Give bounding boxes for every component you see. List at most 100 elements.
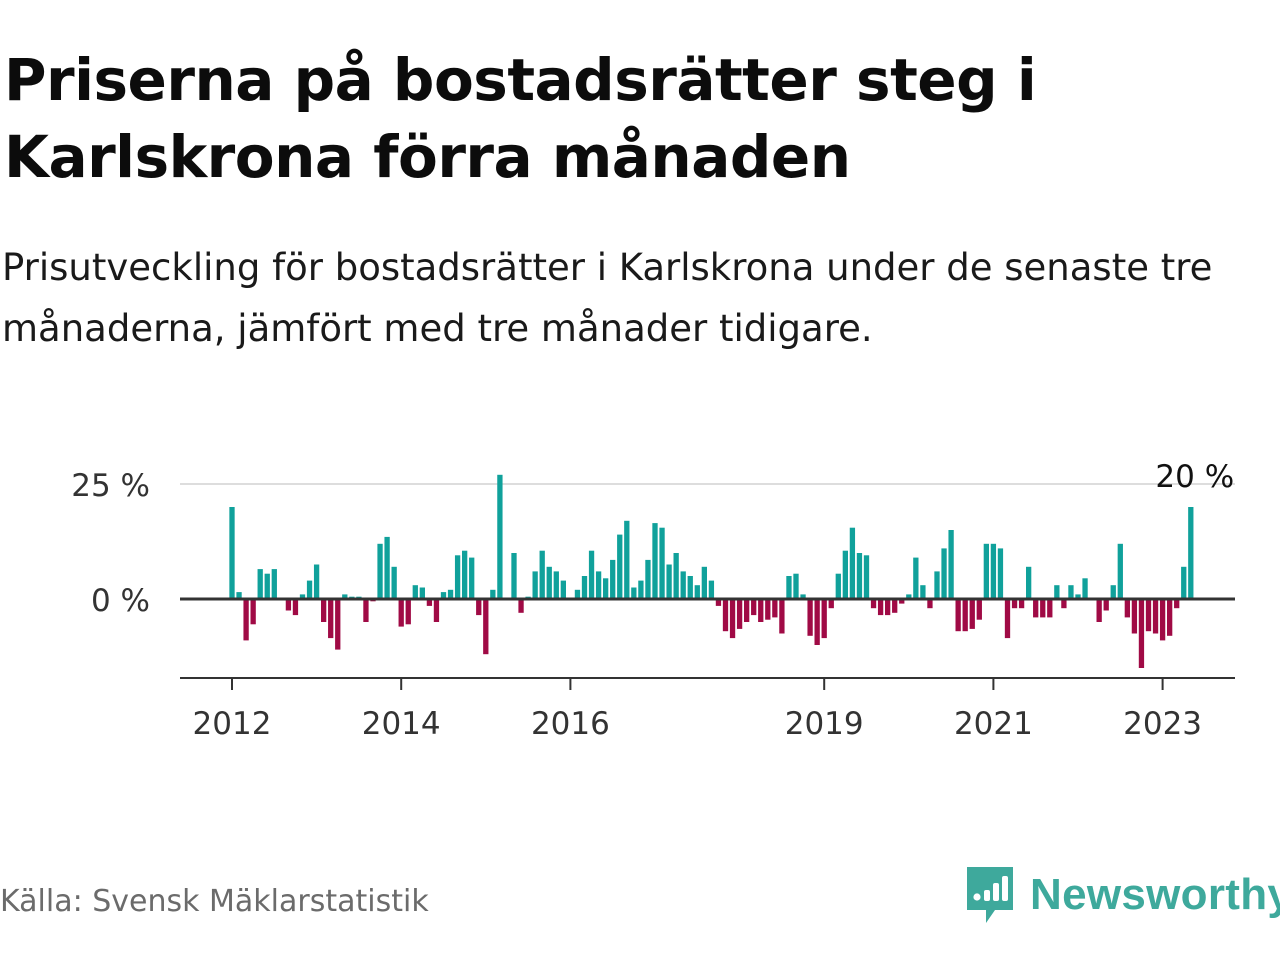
bar — [398, 599, 404, 627]
bar — [758, 599, 764, 622]
bar — [849, 527, 856, 599]
bar — [419, 587, 425, 599]
y-tick-label: 25 % — [71, 468, 150, 504]
bar — [1188, 507, 1194, 599]
bar — [539, 550, 545, 599]
bar — [391, 566, 397, 599]
bar — [264, 573, 270, 599]
chart-subtitle: Prisutveckling för bostadsrätter i Karls… — [2, 246, 1213, 350]
bar — [236, 592, 242, 599]
brand-name: Newsworthy — [1030, 870, 1280, 919]
bar — [342, 594, 348, 599]
bar — [299, 594, 306, 599]
bar — [1047, 599, 1053, 618]
bar — [313, 564, 320, 599]
bar — [1124, 599, 1130, 618]
bar — [462, 550, 468, 599]
bar — [440, 592, 447, 599]
bar — [835, 573, 841, 599]
bar — [1004, 599, 1011, 639]
bar — [1068, 585, 1074, 599]
bar — [257, 569, 263, 599]
chart-title: Priserna på bostadsrätter steg i Karlskr… — [4, 46, 1037, 191]
bar — [1054, 585, 1060, 599]
bar — [821, 599, 827, 639]
bar — [715, 599, 722, 606]
bar — [497, 474, 503, 599]
bar — [384, 536, 390, 599]
bar — [1082, 578, 1088, 599]
bar — [532, 571, 538, 599]
bar — [1174, 599, 1180, 609]
x-tick-label: 2016 — [531, 706, 610, 742]
bar — [842, 550, 848, 599]
bar — [920, 585, 926, 599]
bar — [1096, 599, 1102, 622]
bar — [793, 573, 799, 599]
bar — [1103, 599, 1109, 611]
bar — [292, 599, 299, 616]
bar — [1152, 599, 1159, 634]
bar — [490, 589, 496, 599]
bar — [595, 571, 602, 599]
bar — [553, 571, 559, 599]
bar — [285, 599, 292, 611]
bar — [877, 599, 884, 616]
bar — [426, 599, 433, 606]
bar — [1117, 543, 1123, 599]
bar — [412, 585, 418, 599]
bar — [518, 599, 524, 613]
bar — [899, 599, 905, 604]
bar — [328, 599, 334, 639]
x-tick-label: 2014 — [362, 706, 441, 742]
bar — [250, 599, 256, 625]
bar — [962, 599, 968, 632]
bar — [306, 580, 313, 599]
x-tick-label: 2023 — [1123, 706, 1202, 742]
bar — [321, 599, 327, 622]
bar — [447, 589, 454, 599]
bar — [511, 553, 517, 599]
bar — [863, 555, 870, 599]
bar — [744, 599, 750, 622]
bar — [546, 566, 552, 599]
bar — [645, 559, 651, 599]
bar — [363, 599, 369, 622]
brand-logo[interactable]: Newsworthy — [964, 862, 1280, 928]
bars — [229, 474, 1194, 668]
bar — [1011, 599, 1018, 609]
bar — [1018, 599, 1025, 609]
bar — [800, 594, 806, 599]
bar — [581, 576, 588, 599]
latest-value-label: 20 % — [1155, 459, 1234, 495]
bar — [969, 599, 975, 629]
bar — [997, 548, 1004, 599]
bar — [814, 599, 820, 645]
bar — [617, 534, 623, 599]
bar — [765, 599, 771, 620]
bar — [976, 599, 982, 620]
bar — [1033, 599, 1039, 618]
bar — [1110, 585, 1116, 599]
bar — [1145, 599, 1152, 632]
bar — [476, 599, 482, 616]
bar — [779, 599, 785, 634]
bar — [828, 599, 834, 609]
bar — [736, 599, 743, 629]
bar — [885, 599, 891, 616]
bar — [941, 548, 947, 599]
bar — [229, 507, 235, 599]
bar — [751, 599, 757, 616]
bar — [913, 557, 919, 599]
bar — [990, 543, 997, 599]
bar — [243, 599, 249, 641]
bar — [659, 527, 665, 599]
bar — [955, 599, 961, 632]
x-tick-label: 2012 — [193, 706, 272, 742]
y-tick-label: 0 % — [91, 583, 150, 619]
bar — [271, 569, 277, 599]
bar — [335, 599, 341, 650]
bar — [1061, 599, 1067, 609]
labels: 0 % 25 % 2012 2014 2016 2019 2021 2023 20 % — [71, 459, 1234, 742]
axes — [180, 597, 1235, 690]
